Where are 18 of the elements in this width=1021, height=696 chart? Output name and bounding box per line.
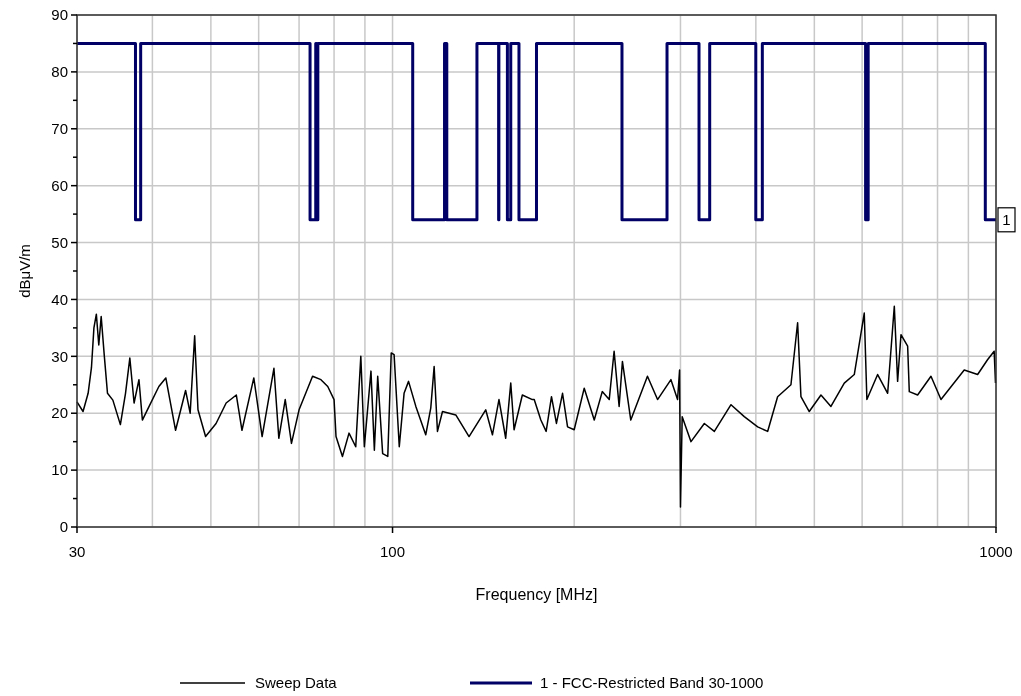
y-tick-label: 10 <box>51 461 68 479</box>
x-axis-title: Frequency [MHz] <box>475 586 598 603</box>
y-tick-label: 50 <box>51 233 68 251</box>
x-tick-label: 100 <box>380 543 406 560</box>
y-tick-label: 30 <box>51 347 68 365</box>
x-tick-label: 30 <box>68 543 86 560</box>
y-tick-label: 20 <box>51 404 68 422</box>
y-tick-label: 0 <box>59 518 68 536</box>
x-tick-label: 1000 <box>979 543 1013 560</box>
annotation: 1 <box>1002 211 1011 229</box>
legend-label: 1 - FCC-Restricted Band 30-1000 <box>540 674 764 692</box>
y-tick-label: 60 <box>51 176 68 194</box>
y-axis-title: dBμV/m <box>16 244 33 298</box>
y-tick-label: 90 <box>51 6 68 24</box>
y-tick-label: 80 <box>51 63 68 81</box>
y-tick-label: 70 <box>51 120 68 138</box>
y-tick-label: 40 <box>51 290 68 308</box>
legend-label: Sweep Data <box>255 674 338 692</box>
